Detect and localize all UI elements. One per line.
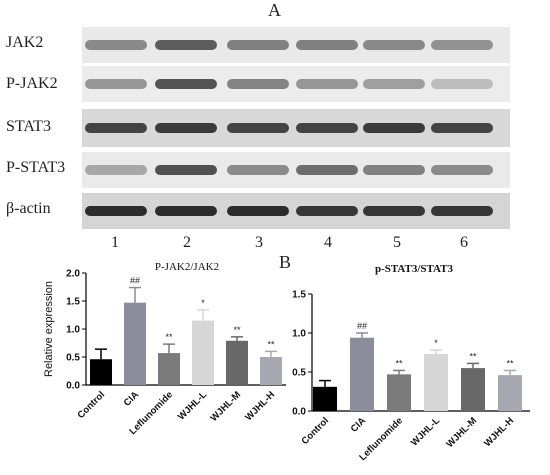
blot-band xyxy=(431,165,493,175)
significance-label: * xyxy=(201,298,205,308)
y-axis-label: Relative expression xyxy=(43,281,55,377)
bar xyxy=(124,302,146,385)
panel-a-label: A xyxy=(268,0,281,20)
blot-band xyxy=(85,40,147,50)
blot-strip-p-stat3 xyxy=(82,152,510,188)
lane-number: 2 xyxy=(183,234,191,251)
y-tick-label: 0.0 xyxy=(66,381,80,392)
category-label: WJHL-L xyxy=(409,415,442,448)
y-tick-label: 1.0 xyxy=(292,329,306,340)
blot-label-jak2: JAK2 xyxy=(6,34,44,51)
category-label: Control xyxy=(299,415,331,447)
blot-band xyxy=(155,40,217,50)
blot-band xyxy=(296,165,358,175)
blot-label-p-jak2: P-JAK2 xyxy=(6,75,58,92)
bar-chart-p-jak2: 0.0 0.5 1.0 1.5 2.0 Relative expression P-JAK2… xyxy=(43,261,286,437)
y-tick-label: 0.5 xyxy=(292,368,306,379)
blot-band xyxy=(155,123,217,133)
blot-band xyxy=(155,79,217,89)
bar xyxy=(90,359,112,385)
significance-label: ** xyxy=(165,332,173,342)
blot-band xyxy=(363,206,425,216)
y-tick-label: 1.5 xyxy=(292,290,306,301)
blot-band xyxy=(85,79,147,89)
blot-band xyxy=(227,123,289,133)
bar xyxy=(313,386,337,411)
blot-label-stat3: STAT3 xyxy=(6,118,51,135)
bar xyxy=(498,375,522,411)
category-label: WJHL-H xyxy=(243,389,277,423)
lane-number: 6 xyxy=(460,234,468,251)
blot-band xyxy=(85,123,147,133)
bar xyxy=(350,337,374,411)
lane-number: 5 xyxy=(393,234,401,251)
blot-strip-stat3 xyxy=(82,109,510,147)
lane-number: 1 xyxy=(111,234,119,251)
blot-band xyxy=(363,123,425,133)
blot-band xyxy=(296,123,358,133)
blot-band xyxy=(85,165,147,175)
significance-label: ** xyxy=(267,339,275,349)
blot-band xyxy=(363,165,425,175)
bar xyxy=(192,320,214,385)
blot-band xyxy=(155,165,217,175)
blot-band xyxy=(431,206,493,216)
category-label: WJHL-L xyxy=(176,389,209,422)
bar xyxy=(260,357,282,385)
category-label: WJHL-H xyxy=(482,415,516,449)
blot-band xyxy=(155,206,217,216)
significance-label: ** xyxy=(233,325,241,335)
category-label: CIA xyxy=(122,389,141,408)
blot-band xyxy=(227,79,289,89)
y-tick-label: 0.0 xyxy=(292,407,306,418)
blot-band xyxy=(363,40,425,50)
blot-band xyxy=(85,206,147,216)
blot-label-p-stat3: P-STAT3 xyxy=(6,159,66,176)
significance-label: ** xyxy=(395,358,403,368)
lane-number: 3 xyxy=(255,234,263,251)
bar xyxy=(158,353,180,385)
blot-strip-jak2 xyxy=(82,27,510,63)
blot-band xyxy=(431,79,493,89)
category-label: CIA xyxy=(349,415,368,434)
bar xyxy=(424,354,448,411)
significance-label: ## xyxy=(357,321,367,331)
y-tick-label: 1.0 xyxy=(66,325,80,336)
panel-b-label: B xyxy=(279,252,292,272)
significance-label: ** xyxy=(506,358,514,368)
bar xyxy=(461,368,485,411)
blot-label-beta-actin: β-actin xyxy=(6,200,51,217)
lane-number: 4 xyxy=(324,234,332,251)
blot-band xyxy=(227,206,289,216)
y-tick-label: 0.5 xyxy=(66,353,80,364)
y-tick-label: 1.5 xyxy=(66,297,80,308)
bar-chart-p-stat3: 0.00.51.01.5Relative expressionp-STAT3/S… xyxy=(292,263,530,463)
y-tick-label: 2.0 xyxy=(66,269,80,280)
blot-band xyxy=(363,79,425,89)
chart-title: p-STAT3/STAT3 xyxy=(375,263,454,275)
significance-label: ## xyxy=(130,276,140,286)
bar xyxy=(387,374,411,411)
blot-band xyxy=(431,123,493,133)
category-label: WJHL-M xyxy=(444,415,479,450)
blot-strip-beta-actin xyxy=(82,193,510,229)
blot-band xyxy=(227,40,289,50)
blot-band xyxy=(227,165,289,175)
blot-band xyxy=(431,40,493,50)
significance-label: ** xyxy=(469,351,477,361)
category-label: Control xyxy=(75,389,107,421)
blot-background xyxy=(82,66,510,102)
blot-band xyxy=(296,206,358,216)
chart-title: P-JAK2/JAK2 xyxy=(155,261,219,273)
significance-label: * xyxy=(434,338,438,348)
category-label: WJHL-M xyxy=(208,389,243,424)
blot-strip-p-jak2 xyxy=(82,66,510,102)
blot-band xyxy=(296,40,358,50)
blot-band xyxy=(296,79,358,89)
bar xyxy=(226,340,248,385)
